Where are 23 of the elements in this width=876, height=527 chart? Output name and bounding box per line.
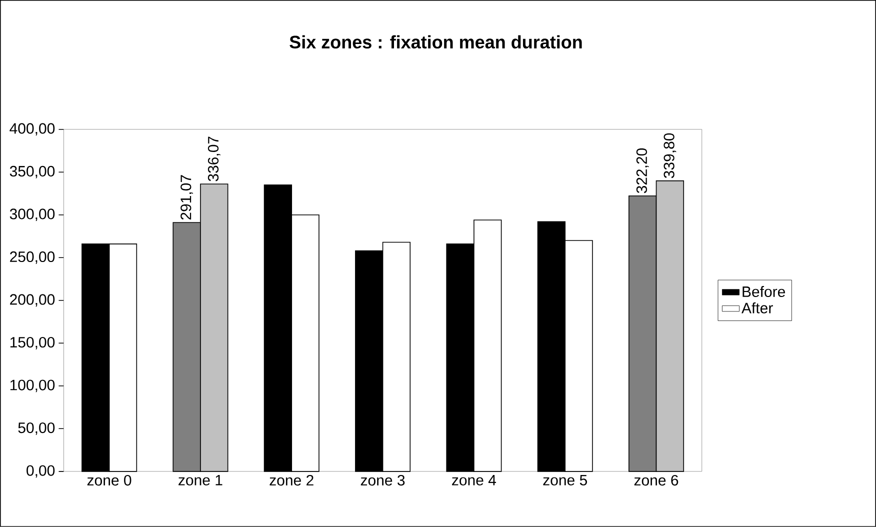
x-tick-label: zone 0 — [87, 474, 132, 486]
x-tick-label: zone 5 — [543, 475, 587, 486]
chart-title: Six zones : fixation mean duration — [290, 35, 582, 49]
y-tick-label: 0,00 — [26, 465, 55, 478]
y-tick-label: 400,00 — [10, 123, 55, 136]
data-label: 339,80 — [664, 133, 676, 178]
y-tick-label: 250,00 — [10, 251, 55, 264]
x-tick-label: zone 1 — [178, 475, 222, 486]
data-label: 322,20 — [636, 148, 649, 194]
x-tick-label: zone 3 — [360, 474, 405, 486]
y-tick-label: 50,00 — [18, 422, 55, 435]
y-tick-label: 350,00 — [10, 166, 55, 178]
y-tick-label: 100,00 — [10, 380, 55, 392]
data-label: 291,07 — [180, 175, 193, 220]
x-tick-label: zone 4 — [452, 475, 496, 486]
y-tick-label: 150,00 — [10, 336, 55, 350]
legend-label: Before — [742, 286, 786, 298]
y-tick-label: 300,00 — [10, 208, 55, 222]
x-tick-label: zone 2 — [270, 474, 314, 486]
legend-label: After — [742, 302, 773, 314]
y-tick-label: 200,00 — [10, 294, 55, 307]
x-tick-label: zone 6 — [634, 474, 678, 486]
data-label: 336,07 — [208, 136, 220, 182]
